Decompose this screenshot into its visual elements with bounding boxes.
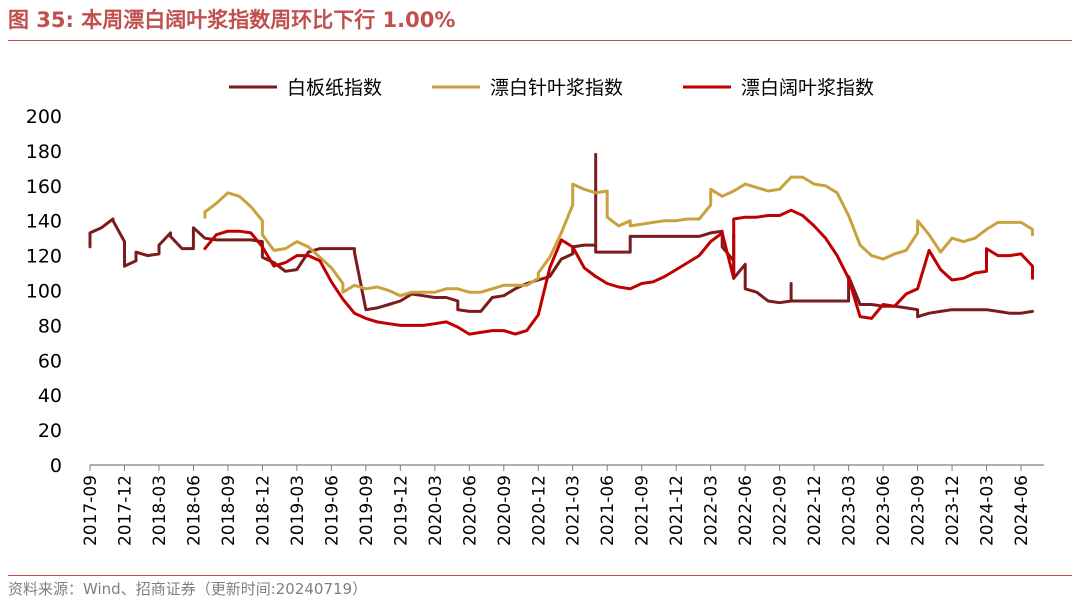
series-lines bbox=[88, 152, 1034, 336]
x-tick-label: 2021-06 bbox=[598, 475, 618, 546]
y-tick-label: 100 bbox=[26, 281, 62, 303]
x-tick-label: 2023-12 bbox=[943, 475, 963, 546]
y-tick-label: 200 bbox=[26, 106, 62, 128]
source-divider bbox=[8, 575, 1072, 576]
y-tick-label: 140 bbox=[26, 211, 62, 233]
x-tick-label: 2024-06 bbox=[1012, 475, 1032, 546]
series-line-2 bbox=[203, 175, 1034, 298]
x-tick-label: 2019-06 bbox=[322, 475, 342, 546]
x-tick-label: 2024-03 bbox=[978, 475, 998, 546]
x-tick-label: 2018-03 bbox=[150, 475, 170, 546]
y-tick-label: 80 bbox=[38, 315, 62, 337]
x-tick-label: 2020-06 bbox=[460, 475, 480, 546]
y-tick-label: 60 bbox=[38, 350, 62, 372]
x-tick-label: 2023-06 bbox=[874, 475, 894, 546]
x-tick-label: 2023-09 bbox=[909, 475, 929, 546]
x-tick-label: 2022-03 bbox=[702, 475, 722, 546]
x-tick-label: 2018-12 bbox=[253, 475, 273, 546]
source-note: 资料来源：Wind、招商证券（更新时间:20240719） bbox=[8, 580, 368, 598]
x-tick-label: 2019-03 bbox=[288, 475, 308, 546]
x-tick-label: 2022-06 bbox=[736, 475, 756, 546]
legend-label-3: 漂白阔叶浆指数 bbox=[741, 77, 874, 99]
series-line-3 bbox=[203, 208, 1034, 336]
figure-title: 图 35: 本周漂白阔叶浆指数周环比下行 1.00% bbox=[8, 8, 456, 32]
x-tick-label: 2020-03 bbox=[426, 475, 446, 546]
x-tick-label: 2021-12 bbox=[667, 475, 687, 546]
title-divider bbox=[8, 40, 1072, 41]
x-tick-label: 2020-12 bbox=[529, 475, 549, 546]
y-axis: 0 20 40 60 80 100 120 140 160 180 200 bbox=[26, 106, 62, 477]
x-tick-label: 2019-09 bbox=[357, 475, 377, 546]
y-tick-label: 20 bbox=[38, 420, 62, 442]
y-tick-label: 180 bbox=[26, 141, 62, 163]
x-tick-label: 2018-09 bbox=[219, 475, 239, 546]
x-tick-label: 2017-09 bbox=[81, 475, 101, 546]
y-tick-label: 0 bbox=[50, 455, 62, 477]
y-tick-label: 160 bbox=[26, 176, 62, 198]
x-tick-label: 2021-03 bbox=[564, 475, 584, 546]
x-axis: 2017-09 2017-12 2018-03 2018-06 2018-09 2018-… bbox=[81, 464, 1044, 546]
legend-label-1: 白板纸指数 bbox=[287, 77, 382, 99]
x-tick-label: 2022-09 bbox=[771, 475, 791, 546]
legend-label-2: 漂白针叶浆指数 bbox=[490, 77, 623, 99]
x-tick-label: 2018-06 bbox=[184, 475, 204, 546]
x-tick-label: 2022-12 bbox=[805, 475, 825, 546]
y-tick-label: 40 bbox=[38, 385, 62, 407]
y-tick-label: 120 bbox=[26, 246, 62, 268]
legend: 白板纸指数 漂白针叶浆指数 漂白阔叶浆指数 bbox=[229, 77, 874, 99]
x-tick-label: 2020-09 bbox=[495, 475, 515, 546]
x-tick-label: 2017-12 bbox=[115, 475, 135, 546]
x-tick-label: 2023-03 bbox=[840, 475, 860, 546]
x-tick-label: 2019-12 bbox=[391, 475, 411, 546]
x-tick-label: 2021-09 bbox=[633, 475, 653, 546]
line-chart: 白板纸指数 漂白针叶浆指数 漂白阔叶浆指数 0 20 40 60 80 100 120 140 16… bbox=[26, 77, 1044, 546]
